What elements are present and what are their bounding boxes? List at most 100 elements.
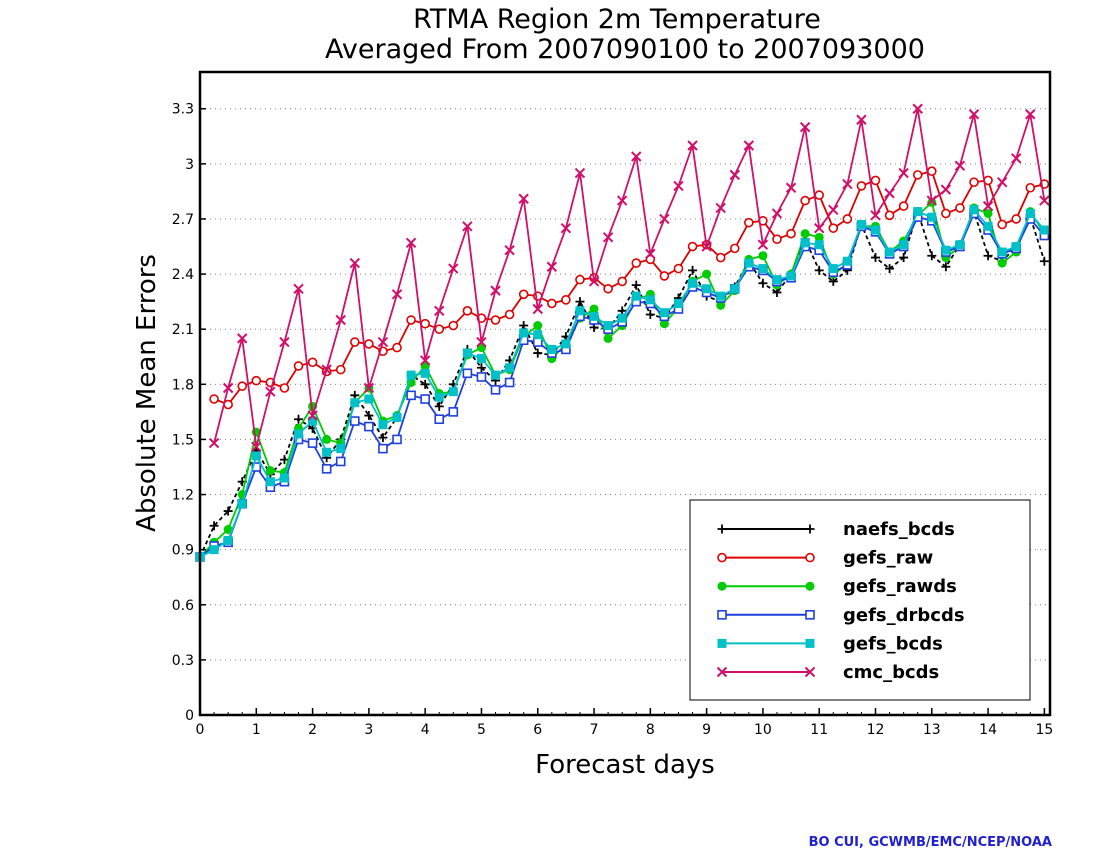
x-tick-label: 15 <box>1035 722 1053 738</box>
data-point <box>533 348 543 358</box>
data-point <box>561 295 571 305</box>
data-point <box>772 275 782 285</box>
data-point <box>378 443 388 454</box>
data-point <box>997 219 1007 230</box>
data-point <box>420 394 430 404</box>
data-point <box>870 210 881 221</box>
data-point <box>898 167 909 179</box>
data-point <box>603 283 613 294</box>
data-point <box>335 314 346 326</box>
data-point <box>772 234 782 244</box>
legend-marker <box>805 524 815 534</box>
data-point <box>307 410 318 421</box>
legend-marker <box>717 638 727 648</box>
data-point <box>968 109 980 120</box>
legend-item-naefs_bcds: naefs_bcds <box>717 519 955 540</box>
data-point <box>898 201 909 211</box>
data-point <box>1025 208 1035 218</box>
data-point <box>603 321 613 331</box>
data-point <box>814 232 824 242</box>
data-point <box>476 336 487 348</box>
series-line-cmc_bcds <box>213 108 1046 448</box>
x-tick-label: 11 <box>810 722 828 738</box>
data-point <box>279 473 289 483</box>
data-point <box>842 178 853 190</box>
data-point <box>307 357 318 368</box>
legend-label: gefs_drbcds <box>843 605 965 626</box>
data-point <box>448 320 459 331</box>
data-point <box>462 348 472 358</box>
legend-marker <box>805 581 815 591</box>
data-point <box>392 412 402 422</box>
data-point <box>645 248 656 260</box>
data-point <box>490 285 501 296</box>
data-point <box>617 313 627 323</box>
data-point <box>1025 109 1036 120</box>
data-point <box>997 247 1007 257</box>
data-point <box>687 140 698 151</box>
data-point <box>687 241 698 252</box>
series-cmc_bcds <box>208 103 1050 452</box>
data-point <box>941 262 951 272</box>
data-point <box>927 212 937 222</box>
y-tick-label: 0 <box>185 708 194 724</box>
legend-label: gefs_bcds <box>843 633 943 654</box>
data-point <box>659 213 670 225</box>
data-point <box>912 170 923 180</box>
data-point <box>616 195 628 206</box>
data-point <box>602 232 614 243</box>
legend-marker <box>805 638 815 648</box>
data-point <box>322 434 332 444</box>
data-point <box>505 363 515 373</box>
data-point <box>1025 182 1036 193</box>
data-point <box>504 309 515 320</box>
data-point <box>927 197 937 207</box>
data-point <box>391 289 403 300</box>
data-point <box>434 401 444 411</box>
data-point <box>659 319 669 329</box>
x-tick-label: 10 <box>754 722 772 738</box>
legend-marker <box>717 581 727 591</box>
x-tick-label: 13 <box>923 722 941 738</box>
legend-marker <box>805 552 815 563</box>
data-point <box>757 239 769 250</box>
legend-marker <box>716 666 728 678</box>
data-point <box>785 182 797 193</box>
y-tick-label: 0.9 <box>172 543 194 559</box>
data-point <box>504 377 515 388</box>
data-point <box>237 333 248 344</box>
data-point <box>688 278 698 288</box>
data-point <box>603 333 613 343</box>
data-point <box>885 264 895 274</box>
legend-label: gefs_rawds <box>843 576 957 597</box>
data-point <box>448 387 458 397</box>
data-point <box>419 355 431 366</box>
data-point <box>378 420 388 430</box>
data-point <box>377 336 389 348</box>
data-point <box>1039 195 1050 206</box>
data-point <box>209 521 219 531</box>
data-point <box>293 283 304 294</box>
data-point <box>420 379 430 389</box>
y-axis-label: Absolute Mean Errors <box>132 254 162 532</box>
data-point <box>533 321 543 331</box>
data-point <box>842 256 852 266</box>
data-point <box>870 175 881 186</box>
x-tick-label: 12 <box>867 722 885 738</box>
data-point <box>335 456 346 467</box>
data-point <box>899 240 909 250</box>
data-point <box>434 392 444 402</box>
data-point <box>575 274 585 285</box>
legend-marker <box>717 552 727 563</box>
data-point <box>617 276 627 287</box>
data-point <box>392 434 402 445</box>
data-point <box>800 238 810 248</box>
data-point <box>884 210 895 221</box>
data-point <box>1011 153 1022 164</box>
data-point <box>982 200 994 212</box>
data-point <box>321 364 332 375</box>
y-tick-label: 0.6 <box>172 598 194 614</box>
data-point <box>560 222 572 234</box>
data-point <box>504 244 515 256</box>
data-point <box>208 437 220 449</box>
